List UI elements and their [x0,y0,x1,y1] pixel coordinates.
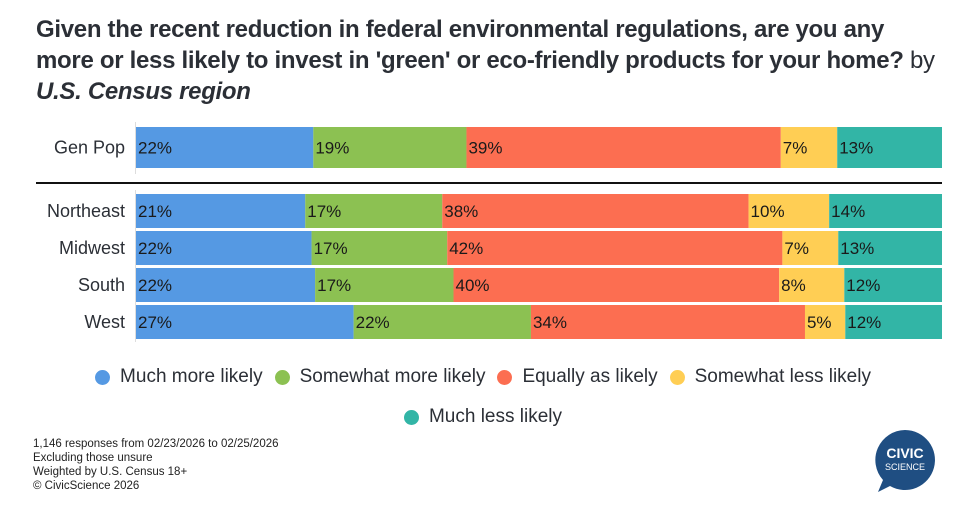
legend-label: Somewhat more likely [299,366,486,387]
bar-segment [466,127,781,168]
legend-item: Somewhat less likely [669,366,871,388]
data-label: 12% [846,276,880,295]
data-label: 40% [456,276,490,295]
legend-swatch-icon [497,369,513,385]
bar-segment [315,268,454,302]
legend-label: Much more likely [120,366,263,387]
data-label: 19% [315,139,349,158]
footer-weighting: Weighted by U.S. Census 18+ [33,466,188,478]
data-label: 27% [138,313,172,332]
footer-responses: 1,146 responses from 02/23/2026 to 02/25… [33,438,279,450]
data-label: 22% [138,239,172,258]
legend-label: Equally as likely [522,366,658,387]
data-label: 42% [449,239,483,258]
bar-segment [136,231,312,265]
category-label: Midwest [59,238,125,258]
title-by: by [910,47,935,74]
legend-item: Much more likely [95,366,263,388]
title-question: Given the recent reduction in federal en… [36,16,904,74]
stacked-bar-chart: Gen Pop 22% 19% 39% 7% 13% Northeast 21% 17% 38% 1… [36,122,942,342]
data-label: 21% [138,202,172,221]
bar-segment [804,305,846,339]
chart-title: Given the recent reduction in federal en… [36,14,946,107]
bar-segment [313,127,467,168]
bar-segment [779,268,845,302]
data-label: 13% [840,239,874,258]
bar-segment [530,305,805,339]
data-label: 22% [138,276,172,295]
data-label: 7% [783,139,808,158]
bar-segment [305,194,443,228]
bar-segment [748,194,830,228]
data-label: 12% [847,313,881,332]
legend-label: Somewhat less likely [694,366,871,387]
bar-segment [136,127,314,168]
data-label: 34% [533,313,567,332]
data-label: 39% [468,139,502,158]
legend-swatch-icon [403,409,419,425]
bar-segment [782,231,839,265]
legend-swatch-icon [274,369,290,385]
data-label: 17% [307,202,341,221]
bar-segment [838,231,942,265]
data-label: 8% [781,276,806,295]
legend-row-1: Much more likely Somewhat more likely Equa… [0,366,966,391]
bar-segment [453,268,780,302]
bar-segment [353,305,531,339]
data-label: 38% [444,202,478,221]
logo-line-1: CIVIC [886,445,923,461]
data-label: 13% [839,139,873,158]
title-dimension: U.S. Census region [36,78,251,105]
category-label: Gen Pop [54,138,125,158]
legend-item: Much less likely [403,406,563,428]
category-label: West [84,312,125,332]
bar-segment [844,268,942,302]
data-label: 5% [807,313,832,332]
data-label: 17% [314,239,348,258]
speech-bubble-icon [875,430,935,492]
bar-segment [837,127,942,168]
data-label: 14% [831,202,865,221]
bar-segment [442,194,749,228]
data-label: 7% [784,239,809,258]
bar-segment [780,127,838,168]
legend-item: Somewhat more likely [274,366,486,388]
data-label: 22% [356,313,390,332]
civicscience-logo: CIVIC SCIENCE [875,430,935,492]
bar-segment [311,231,448,265]
footer-copyright: © CivicScience 2026 [33,480,140,492]
bar-segment [845,305,942,339]
category-label: South [78,275,125,295]
bar-segment [136,305,354,339]
bar-segment [136,268,316,302]
logo-line-2: SCIENCE [885,462,925,472]
category-label: Northeast [47,201,125,221]
legend-swatch-icon [669,369,685,385]
data-label: 10% [751,202,785,221]
data-label: 17% [317,276,351,295]
legend-swatch-icon [95,369,111,385]
bar-segment [829,194,942,228]
chart-footer: 1,146 responses from 02/23/2026 to 02/25… [33,437,279,493]
legend-row-2: Much less likely [0,406,966,431]
bar-segment [447,231,783,265]
legend-label: Much less likely [428,406,563,427]
footer-exclusion: Excluding those unsure [33,452,153,464]
legend-item: Equally as likely [497,366,658,388]
data-label: 22% [138,139,172,158]
bar-segment [136,194,306,228]
